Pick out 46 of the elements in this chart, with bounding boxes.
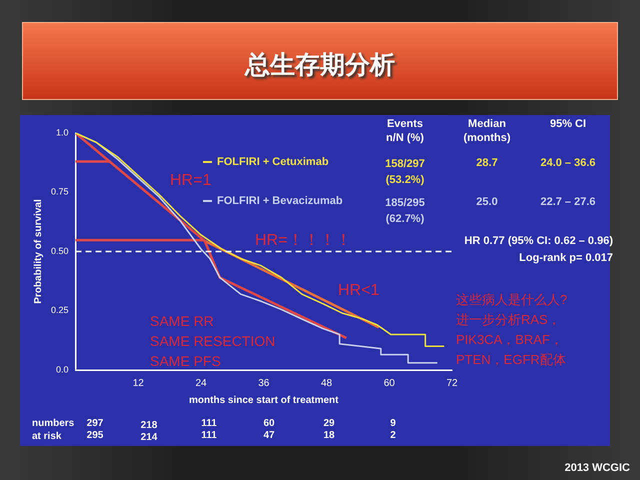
- text: HR 0.77 (95% CI: 0.62 – 0.96): [464, 234, 613, 248]
- text: 111: [201, 418, 217, 429]
- x-tick-label: 36: [258, 378, 270, 389]
- legend-label: FOLFIRI + Bevacizumab: [216, 195, 343, 207]
- text: 60: [263, 418, 275, 429]
- annotation: HR=1: [170, 172, 212, 190]
- annotation: HR=！！！！: [255, 232, 352, 250]
- text: 28.7: [476, 157, 498, 169]
- y-tick-label: 0.50: [50, 246, 69, 256]
- y-tick-label: 0.0: [56, 364, 69, 374]
- text: 25.0: [476, 196, 498, 208]
- x-axis-title: months since start of treatment: [189, 394, 340, 406]
- annotation: HR<1: [338, 282, 380, 300]
- text: 24.0 – 36.6: [539, 156, 597, 170]
- y-tick-label: 0.25: [50, 305, 69, 316]
- chart-title: 总生存期分析: [243, 50, 396, 81]
- y-axis-title: Probability of survival: [32, 199, 44, 304]
- legend-label: FOLFIRI + Cetuximab: [216, 156, 329, 168]
- text: 18: [323, 430, 335, 441]
- y-tick-label: 0.75: [50, 186, 69, 197]
- text: 22.7 – 27.6: [539, 195, 597, 209]
- annotation: 158/297 (53.2%): [384, 157, 426, 188]
- text: 这些病人是什么人? 进一步分析RAS， PIK3CA，BRAF， PTEN，EGFR配体: [456, 291, 568, 369]
- text: Median (months): [462, 117, 512, 145]
- text: 214: [140, 432, 158, 443]
- text: 9: [389, 417, 397, 430]
- y-tick-label: 1.0: [56, 127, 69, 138]
- text: 2: [389, 429, 397, 442]
- x-tick-label: 24: [195, 378, 208, 389]
- annotation: 185/295 (62.7%): [384, 196, 426, 227]
- x-tick-label: 60: [384, 378, 396, 389]
- text: 218: [140, 420, 158, 431]
- text: 95% CI: [548, 117, 588, 131]
- text: 29: [323, 418, 335, 429]
- text: 297: [86, 418, 104, 429]
- x-tick-label: 48: [320, 378, 333, 389]
- x-tick-label: 72: [446, 378, 458, 389]
- text: 2013 WCGIC: [564, 462, 630, 475]
- text: numbers at risk: [32, 417, 74, 443]
- x-tick-label: 12: [132, 378, 144, 389]
- text: 47: [263, 430, 275, 441]
- annotation: Events n/N (%): [385, 117, 425, 145]
- text: Log-rank p= 0.017: [519, 251, 613, 265]
- text: 111: [201, 430, 217, 441]
- text: 295: [86, 430, 104, 441]
- annotation: SAME RR SAME RESECTION SAME PFS: [150, 312, 276, 371]
